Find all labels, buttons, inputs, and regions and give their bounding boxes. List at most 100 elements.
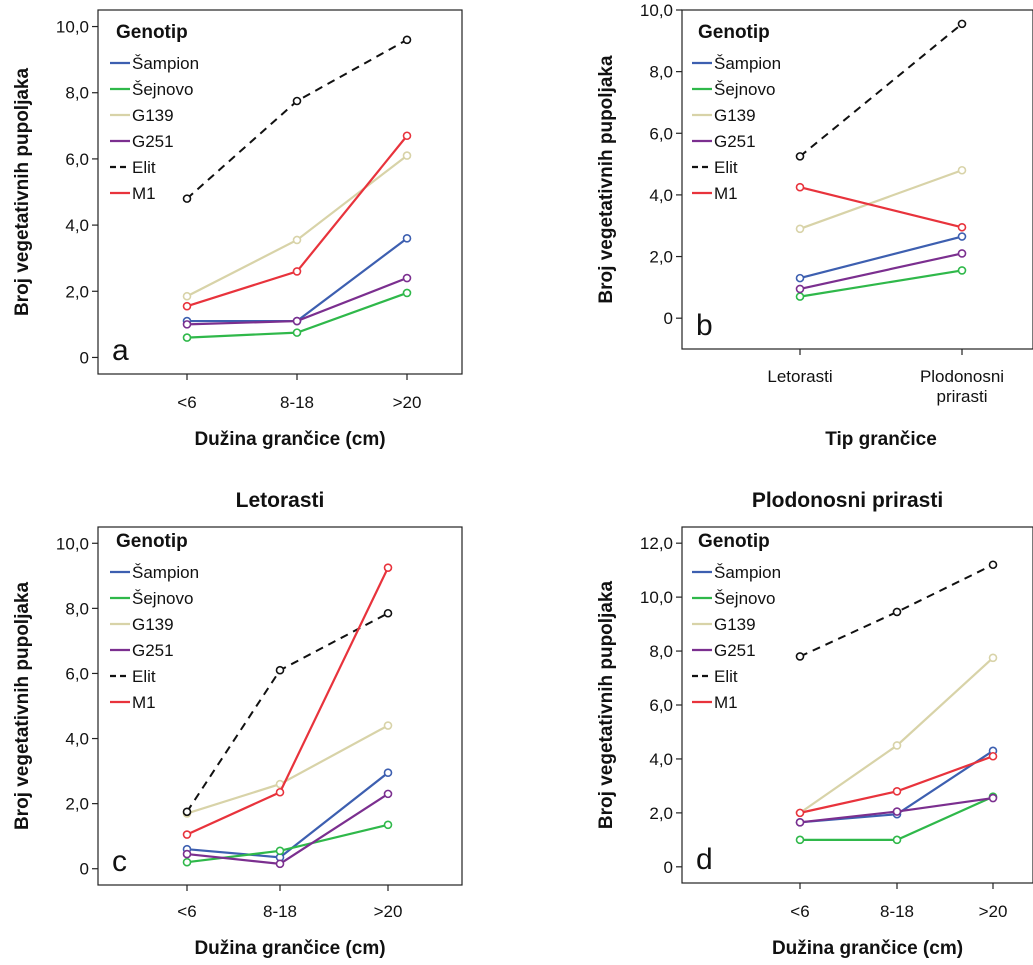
series-Elit — [182, 35, 412, 203]
data-point — [402, 288, 412, 298]
data-point — [402, 273, 412, 283]
legend-entry: Elit — [132, 667, 156, 686]
series-M1 — [795, 182, 967, 232]
data-point — [383, 820, 393, 830]
data-point — [795, 152, 805, 161]
data-point — [383, 721, 393, 730]
data-point — [795, 182, 805, 192]
data-point — [957, 266, 967, 275]
y-axis-title: Broj vegetativnih pupoljaka — [12, 68, 33, 317]
legend-entry: G139 — [132, 106, 174, 125]
series-Šejnovo — [182, 288, 412, 342]
data-point — [182, 301, 192, 311]
panel-title: Plodonosni prirasti — [752, 489, 943, 512]
plot-frame — [681, 526, 1033, 884]
legend-entry: M1 — [714, 184, 738, 203]
y-tick-label: 6,0 — [649, 124, 673, 143]
series-Elit — [795, 19, 967, 161]
legend-title: Genotip — [698, 531, 770, 552]
x-tick-label: 8-18 — [280, 393, 314, 412]
data-point — [292, 96, 302, 106]
y-axis-title: Broj vegetativnih pupoljaka — [12, 582, 33, 831]
y-tick-label: 6,0 — [65, 150, 89, 169]
data-point — [795, 284, 805, 294]
y-tick-label: 4,0 — [65, 730, 89, 749]
series-Šampion — [795, 232, 967, 283]
data-point — [383, 608, 393, 618]
series-G139 — [182, 151, 412, 301]
data-point — [988, 560, 998, 570]
data-point — [988, 653, 998, 663]
y-tick-label: 0 — [80, 860, 89, 879]
y-tick-label: 6,0 — [649, 696, 673, 715]
series-G251 — [182, 789, 393, 869]
series-line — [799, 23, 963, 158]
series-Elit — [182, 608, 393, 817]
data-point — [795, 808, 805, 818]
y-axis-title: Broj vegetativnih pupoljaka — [596, 55, 617, 304]
data-point — [275, 665, 285, 675]
legend: Genotip Šampion Šejnovo G139 G251 Elit M1 — [692, 531, 781, 712]
legend-entry: Šampion — [714, 54, 781, 73]
data-point — [182, 830, 192, 839]
data-point — [182, 291, 192, 301]
y-tick-label: 8,0 — [649, 63, 673, 82]
data-point — [275, 846, 285, 856]
x-tick-label: >20 — [979, 902, 1008, 921]
series-line — [799, 252, 963, 290]
plot-frame — [97, 9, 463, 375]
y-tick-label: 0 — [664, 309, 673, 328]
series-Elit — [795, 560, 998, 661]
legend-entry: G139 — [714, 615, 756, 634]
legend-entry: Elit — [714, 667, 738, 686]
legend-entry: G251 — [714, 641, 756, 660]
x-tick-label: <6 — [177, 902, 196, 921]
series-line — [799, 563, 994, 658]
data-point — [957, 222, 967, 232]
x-tick-label: 8-18 — [880, 902, 914, 921]
data-point — [795, 224, 805, 234]
data-point — [383, 789, 393, 799]
series-line — [799, 169, 963, 230]
legend-entry: Šejnovo — [132, 589, 193, 608]
data-point — [795, 652, 805, 661]
data-point — [182, 333, 192, 342]
legend-entry: M1 — [132, 184, 156, 203]
data-point — [957, 19, 967, 29]
panel-letter: b — [696, 309, 713, 342]
x-axis-title: Dužina grančice (cm) — [194, 429, 385, 450]
series-Šejnovo — [795, 266, 967, 301]
panel-letter: c — [112, 845, 127, 878]
legend-entry: G251 — [132, 132, 174, 151]
data-point — [182, 320, 192, 329]
legend-entry: Šampion — [132, 54, 199, 73]
series-G251 — [795, 249, 967, 294]
y-axis-title: Broj vegetativnih pupoljaka — [596, 581, 617, 830]
legend-entry: Šejnovo — [714, 589, 775, 608]
x-tick-label: <6 — [177, 393, 196, 412]
x-axis-title: Dužina grančice (cm) — [772, 938, 963, 959]
x-tick-label: Plodonosni prirasti — [920, 367, 1004, 406]
data-point — [957, 249, 967, 258]
legend-title: Genotip — [116, 531, 188, 552]
panel-title: Letorasti — [236, 489, 325, 512]
legend-entry: Šejnovo — [714, 80, 775, 99]
y-tick-label: 8,0 — [65, 599, 89, 618]
series-G139 — [795, 165, 967, 234]
legend-entry: Šampion — [132, 563, 199, 582]
data-point — [988, 793, 998, 803]
data-point — [957, 165, 967, 175]
y-tick-label: 2,0 — [649, 248, 673, 267]
y-tick-label: 8,0 — [649, 642, 673, 661]
data-point — [892, 807, 902, 816]
data-point — [795, 818, 805, 827]
plot-frame — [681, 9, 1033, 350]
x-tick-label: <6 — [790, 902, 809, 921]
x-tick-label: >20 — [374, 902, 403, 921]
legend-entry: G251 — [132, 641, 174, 660]
legend-entry: M1 — [132, 693, 156, 712]
series-line — [799, 269, 963, 298]
data-point — [402, 234, 412, 243]
